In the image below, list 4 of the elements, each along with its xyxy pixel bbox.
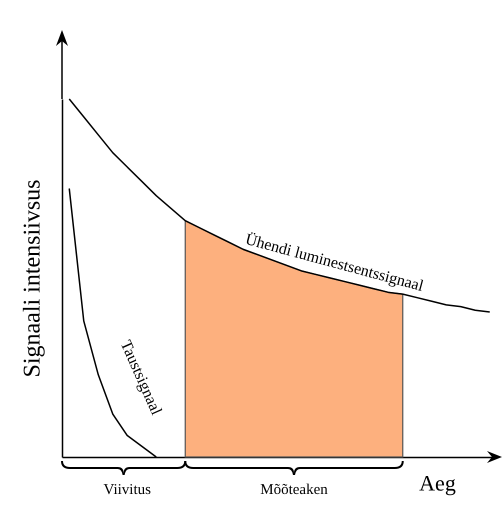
x-axis-title: Aeg [419,470,456,496]
text: Mõõteaken [260,482,328,498]
text: Viivitus [104,482,152,498]
y-axis-title: Signaali intensiivsus [20,180,46,378]
